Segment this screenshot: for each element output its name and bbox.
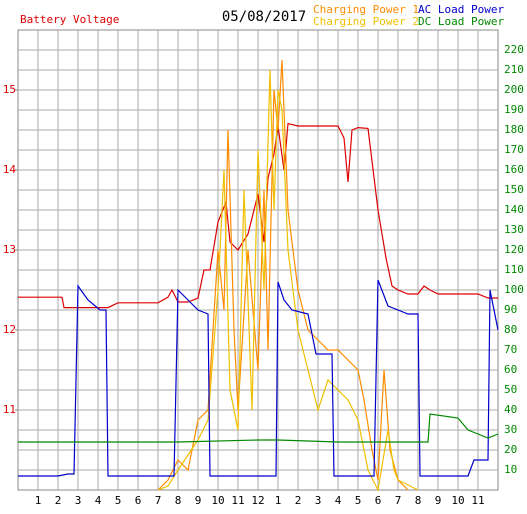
- x-tick-label: 8: [415, 494, 422, 507]
- y2-tick-label: 200: [504, 83, 524, 96]
- legend-entry: Charging Power 2: [313, 15, 419, 28]
- y-tick-label: 14: [3, 163, 17, 176]
- x-tick-label: 12: [251, 494, 264, 507]
- y2-tick-label: 10: [504, 463, 517, 476]
- y2-tick-label: 180: [504, 123, 524, 136]
- y2-tick-label: 80: [504, 323, 517, 336]
- y-tick-label: 11: [3, 403, 16, 416]
- y2-tick-label: 120: [504, 243, 524, 256]
- y2-tick-label: 130: [504, 223, 524, 236]
- x-tick-label: 9: [195, 494, 202, 507]
- x-tick-label: 3: [315, 494, 322, 507]
- x-tick-label: 1: [35, 494, 42, 507]
- x-tick-label: 10: [211, 494, 224, 507]
- x-tick-label: 1: [275, 494, 282, 507]
- x-tick-label: 3: [75, 494, 82, 507]
- y-tick-label: 15: [3, 83, 16, 96]
- y-axis-label: Battery Voltage: [20, 13, 119, 26]
- y2-tick-label: 20: [504, 443, 517, 456]
- x-tick-label: 9: [435, 494, 442, 507]
- series-line: [18, 122, 498, 309]
- x-tick-label: 5: [355, 494, 362, 507]
- y2-tick-label: 60: [504, 363, 517, 376]
- y2-tick-label: 190: [504, 103, 524, 116]
- x-tick-label: 6: [135, 494, 142, 507]
- y-tick-label: 12: [3, 323, 16, 336]
- y2-tick-label: 140: [504, 203, 524, 216]
- y2-tick-label: 70: [504, 343, 517, 356]
- series-line: [157, 69, 419, 492]
- x-tick-label: 11: [471, 494, 484, 507]
- x-tick-label: 2: [295, 494, 302, 507]
- x-tick-label: 4: [95, 494, 102, 507]
- x-tick-label: 5: [115, 494, 122, 507]
- x-tick-label: 11: [231, 494, 244, 507]
- y2-tick-label: 150: [504, 183, 524, 196]
- legend-entry: DC Load Power: [418, 15, 504, 28]
- y2-tick-label: 50: [504, 383, 517, 396]
- y-tick-label: 13: [3, 243, 16, 256]
- series-line: [18, 413, 499, 443]
- y2-tick-label: 110: [504, 263, 524, 276]
- series-line: [18, 279, 499, 477]
- y2-tick-label: 30: [504, 423, 517, 436]
- x-tick-label: 2: [55, 494, 62, 507]
- x-tick-label: 6: [375, 494, 382, 507]
- y2-tick-label: 100: [504, 283, 524, 296]
- legend-entry: AC Load Power: [418, 3, 504, 16]
- legend-entry: Charging Power 1: [313, 3, 419, 16]
- x-tick-label: 7: [395, 494, 402, 507]
- y2-tick-label: 210: [504, 63, 524, 76]
- y2-tick-label: 220: [504, 43, 524, 56]
- y2-tick-label: 160: [504, 163, 524, 176]
- chart-title: 05/08/2017: [222, 9, 306, 25]
- y2-tick-label: 90: [504, 303, 517, 316]
- x-tick-label: 7: [155, 494, 162, 507]
- x-tick-label: 10: [451, 494, 464, 507]
- y2-tick-label: 40: [504, 403, 517, 416]
- y2-tick-label: 170: [504, 143, 524, 156]
- x-tick-label: 4: [335, 494, 342, 507]
- x-tick-label: 8: [175, 494, 182, 507]
